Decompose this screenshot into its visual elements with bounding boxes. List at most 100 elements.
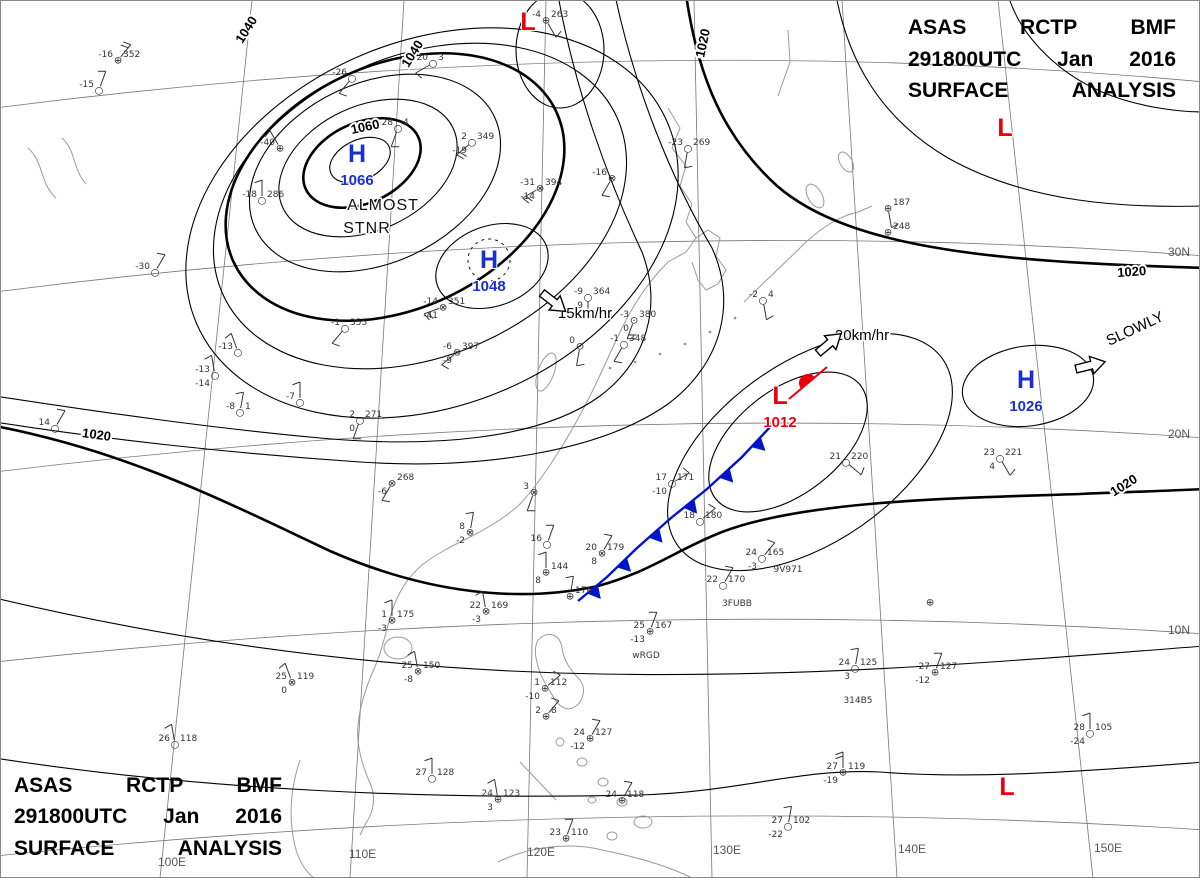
wind-barb-tick [835, 755, 844, 760]
movement-arrow [814, 332, 842, 358]
station-plot: ○-18 286 [242, 179, 284, 207]
station-plot: ⊕24 123 3 [482, 778, 520, 813]
station-plot: ⊕248 [884, 222, 911, 239]
station-dewpoint: -9 [574, 301, 583, 311]
station-plot: ⊕1 112 -10 [525, 670, 567, 702]
station-dewpoint: -13 [630, 635, 645, 645]
wind-barb-tick [57, 408, 66, 412]
isobar-south-2 [0, 758, 1200, 797]
wind-barb-tick [860, 467, 865, 476]
station-temperature: -23 [668, 138, 683, 148]
station-dewpoint: -24 [1070, 737, 1085, 747]
analysis-id: ASAS RCTP BMF [908, 16, 1176, 39]
station-plot: ○-9 364 -9 [574, 287, 610, 318]
movement-arrow [1074, 355, 1107, 376]
mindanao-island [633, 815, 653, 829]
station-plot: ⊗22 169 -3 [470, 590, 508, 625]
station-symbol: ⊗ [598, 549, 606, 560]
station-plot: ⊕-16 352 [98, 41, 140, 67]
area-label: STNR [343, 220, 391, 237]
stations-layer: ⊕-16 352○-15○-26○-20 3⊕-40○-28 4○2 349-19⊗-3… [39, 10, 1113, 845]
cold-front-triangle [648, 528, 663, 543]
station-temperature: 21 [830, 452, 841, 462]
station-symbol: ○ [428, 774, 437, 785]
station-plot: ○-13 -14 [195, 354, 219, 389]
station-symbol: ⊕ [618, 796, 626, 807]
parallel-line [0, 422, 1200, 472]
philippine-island [555, 737, 565, 747]
station-dewpoint: -3 [378, 624, 387, 634]
wind-barb-tick [766, 315, 774, 321]
station-pressure: 220 [851, 452, 868, 462]
wind-barb [381, 486, 391, 501]
wind-barb [120, 44, 132, 58]
luzon-island [534, 633, 584, 710]
station-symbol: ⊗ [439, 303, 447, 314]
wind-barb [284, 663, 292, 679]
station-dewpoint: 4 [989, 462, 995, 472]
philippine-island [597, 777, 609, 787]
longitude-label: 120E [527, 845, 555, 859]
station-symbol: ○ [348, 74, 357, 85]
wind-barb [240, 392, 244, 409]
station-temperature: 28 [1074, 723, 1086, 733]
longitude-label: 110E [349, 847, 376, 861]
center-letter: H [348, 140, 366, 168]
station-pressure: 4 [403, 118, 409, 128]
station-temperature: 2 [349, 410, 355, 420]
wind-barb [424, 307, 440, 315]
wind-barb-tick [381, 499, 390, 503]
station-dewpoint: -10 [525, 692, 540, 702]
wind-barb-tick [522, 197, 530, 204]
station-symbol: ⊕ [562, 834, 570, 845]
isobar-label: 1040 [232, 13, 260, 45]
station-plot: ○-1 348 [610, 334, 646, 364]
station-plot: ○26 118 [159, 723, 197, 751]
wind-barb [613, 347, 623, 362]
wind-barb [441, 354, 455, 366]
station-dewpoint: -12 [570, 742, 585, 752]
isobar-1020-north [685, 0, 1200, 270]
station-symbol: ○ [543, 540, 552, 551]
station-temperature: 25 [634, 621, 645, 631]
isobar-label: 1020 [1107, 471, 1139, 499]
wind-barb [547, 674, 561, 686]
station-symbol: ○ [296, 398, 305, 409]
wind-barb [211, 355, 215, 372]
wind-barb-tick [551, 697, 560, 702]
wind-barb [482, 591, 486, 608]
gulf-of-thailand-coast [290, 759, 315, 878]
wind-barb [156, 254, 166, 269]
wind-barb [848, 464, 862, 476]
station-dewpoint: -10 [652, 487, 667, 497]
center-value: 1026 [1009, 398, 1042, 415]
station-temperature: 0 [569, 336, 575, 346]
station-plot: ○17 171 -10 [652, 467, 694, 497]
station-dewpoint: 0 [623, 324, 629, 334]
analysis-datetime: 291800UTC Jan 2016 [14, 805, 282, 828]
wind-barb [171, 724, 175, 741]
latitude-label: 10N [1168, 623, 1190, 637]
station-symbol: ⊕ [276, 144, 284, 155]
station-plot: ⊕-40 [260, 130, 284, 155]
wind-barb [415, 64, 430, 74]
station-temperature: -1 [610, 334, 619, 344]
wind-barb [566, 819, 574, 835]
wind-barb-tick [254, 179, 263, 184]
station-pressure: 268 [397, 473, 414, 483]
station-dewpoint: -3 [748, 562, 757, 572]
wind-barb [99, 71, 107, 87]
isobar-1056 [278, 98, 458, 238]
isobar-low-inner [708, 371, 868, 513]
station-plot: ⊕24 127 -12 [570, 718, 612, 752]
station-pressure: 119 [297, 672, 314, 682]
station-plot: ○-26 [332, 68, 357, 97]
movement-arrows-layer [538, 288, 1107, 376]
area-labels-layer: ALMOST STNR [342, 196, 420, 239]
station-symbol: ⊕ [541, 684, 549, 695]
station-pressure: 127 [595, 728, 612, 738]
station-symbol: ○ [234, 348, 243, 359]
inland-water [61, 137, 87, 185]
station-plot: ○27 128 [416, 757, 454, 785]
station-pressure: 112 [550, 678, 567, 688]
